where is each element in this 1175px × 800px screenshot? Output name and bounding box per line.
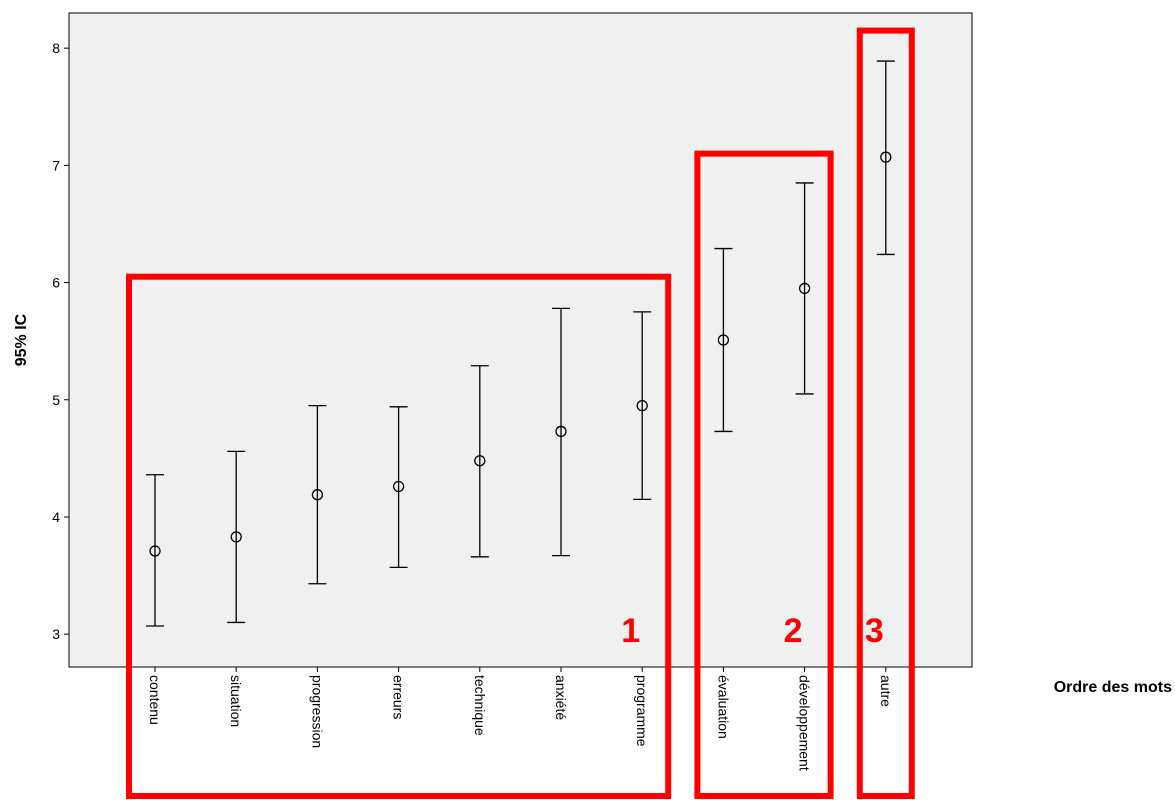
y-axis-ticks: 3 4 5 6 7 8	[52, 40, 69, 642]
x-tick-label: programme	[634, 675, 650, 747]
error-bars	[146, 60, 895, 627]
mean-point	[555, 425, 567, 438]
y-tick-label-3: 3	[52, 626, 60, 642]
x-tick-label: erreurs	[391, 675, 407, 719]
x-tick-label: anxiété	[553, 675, 569, 720]
mean-point	[311, 489, 324, 501]
y-tick-label-7: 7	[52, 157, 60, 173]
x-tick-label: situation	[228, 675, 244, 727]
mean-point	[474, 455, 486, 467]
group-label-3: 3	[865, 612, 884, 650]
y-tick-label-6: 6	[52, 275, 60, 291]
group-highlight-boxes: 1 2 3	[126, 27, 915, 800]
mean-point	[230, 531, 242, 543]
mean-point	[798, 282, 811, 295]
x-tick-label: développement	[797, 675, 813, 771]
group-label-2: 2	[784, 612, 803, 650]
mean-point	[149, 545, 161, 557]
x-tick-label: contenu	[147, 675, 163, 725]
group-box-2	[694, 150, 834, 800]
y-axis-title: 95% IC	[13, 313, 30, 366]
mean-point	[636, 399, 648, 412]
y-tick-label-5: 5	[52, 392, 60, 408]
x-tick-label: évaluation	[715, 675, 731, 739]
group-box-1	[126, 273, 672, 800]
group-box-3	[856, 27, 915, 800]
y-tick-label-4: 4	[52, 509, 60, 525]
plot-area	[68, 12, 973, 668]
x-tick-label: technique	[472, 675, 488, 736]
y-tick-label-8: 8	[52, 40, 60, 56]
x-tick-label: autre	[878, 675, 894, 707]
mean-point	[880, 151, 892, 163]
x-axis-title: Ordre des mots	[1054, 679, 1172, 696]
x-axis-ticks: contenu situation progression erreurs techni…	[147, 667, 894, 771]
mean-point	[392, 480, 405, 493]
mean-point	[717, 334, 730, 346]
group-label-1: 1	[621, 612, 640, 650]
x-tick-label: progression	[309, 675, 325, 748]
